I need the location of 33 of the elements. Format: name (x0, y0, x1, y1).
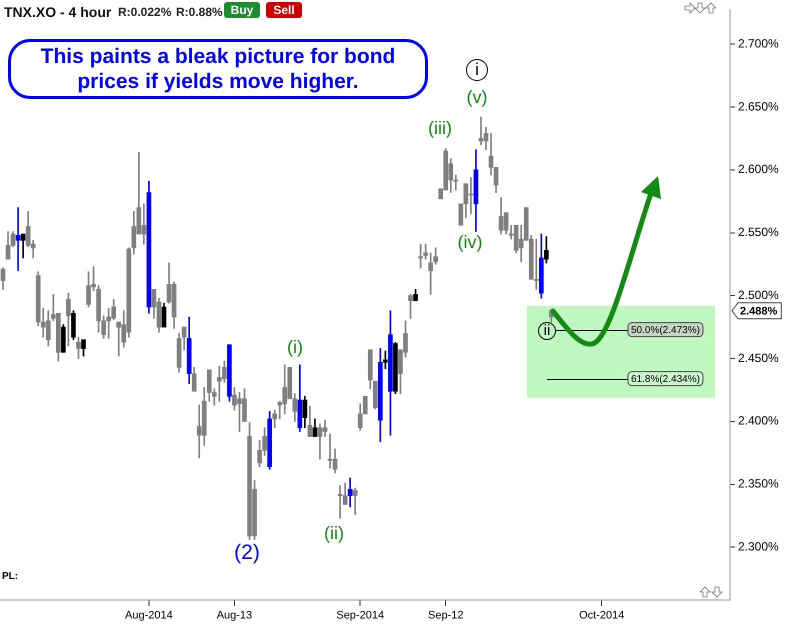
annotation: (2) (233, 541, 261, 565)
y-tick-label: 2.500% (738, 288, 780, 302)
x-tick-label: Oct-2014 (579, 610, 624, 622)
annotation: (iii) (427, 117, 453, 140)
ref-line-label: 50.0%(2.473%) (631, 324, 700, 336)
x-tick-label: Aug-13 (216, 610, 252, 622)
x-tick-label: Sep-2014 (336, 610, 384, 622)
y-tick-label: 2.550% (738, 225, 780, 240)
annotation: (ii) (323, 522, 345, 545)
annotation: Sell (266, 2, 302, 18)
annotation: (iv) (456, 231, 484, 254)
y-tick-label: 2.600% (738, 162, 780, 176)
annotation: This paints a bleak picture for bond prices if yields move higher. (8, 39, 428, 99)
annotation: R:0.88% (176, 5, 223, 19)
annotation: (i) (286, 336, 304, 359)
candlestick (408, 294, 413, 319)
annotation: PL: (2, 571, 18, 582)
annotation: ii (538, 322, 556, 340)
y-tick-label: 2.400% (738, 414, 780, 428)
y-tick-label: 2.650% (738, 99, 780, 114)
text: 2.488% (740, 305, 778, 318)
y-tick-label: 2.350% (738, 476, 780, 491)
annotation: R:0.022% (118, 5, 172, 19)
y-tick-label: 2.300% (738, 539, 780, 554)
chart-title: TNX.XO - 4 hour (4, 4, 112, 20)
y-tick-label: 2.450% (738, 350, 780, 365)
annotation: i (466, 59, 488, 81)
ref-line-label: 61.8%(2.434%) (631, 374, 700, 385)
y-tick-label: 2.700% (738, 36, 780, 50)
annotation: (v) (466, 86, 488, 109)
x-tick-label: Aug-2014 (125, 610, 173, 622)
annotation: Buy (224, 2, 260, 18)
x-tick-label: Sep-12 (428, 610, 464, 622)
